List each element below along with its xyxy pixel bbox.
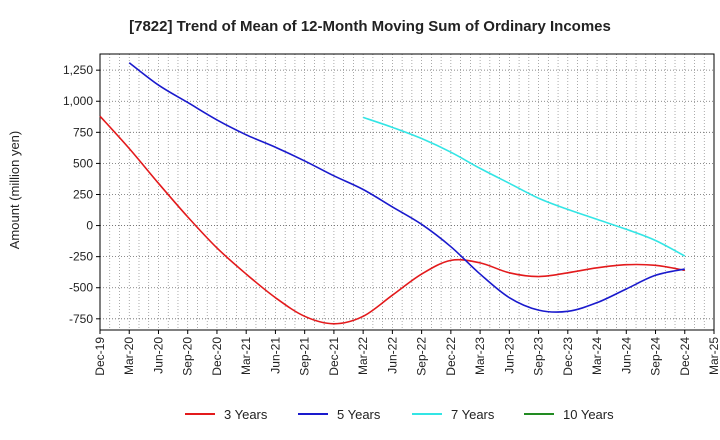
y-tick-label: 1,250 [63,63,93,77]
legend-label: 7 Years [451,407,495,422]
x-tick-label: Mar-22 [356,337,370,375]
y-tick-label: -750 [69,312,93,326]
x-tick-label: Dec-22 [444,337,458,376]
series-line-7-years [362,116,686,257]
y-tick-label: 250 [73,187,93,201]
x-tick-label: Sep-21 [298,337,312,376]
x-tick-label: Dec-23 [561,337,575,376]
x-tick-label: Dec-19 [93,337,107,376]
x-tick-label: Jun-20 [151,337,165,374]
plot-area-frame [99,53,715,331]
x-tick-label: Mar-23 [473,337,487,375]
legend: 3 Years 5 Years 7 Years 10 Years [185,407,614,422]
x-tick-label: Mar-21 [239,337,253,375]
x-axis: Dec-19 Mar-20 Jun-20 Sep-20 Dec-20 Mar-21 Jun-… [93,330,720,376]
x-tick-label: Jun-23 [502,337,516,374]
x-tick-label: Mar-20 [122,337,136,375]
x-tick-label: Sep-20 [181,337,195,376]
x-tick-label: Sep-24 [649,337,663,376]
x-tick-label: Dec-21 [327,337,341,376]
y-axis: -750 -500 -250 0 250 500 750 1,000 1,250 [63,63,100,326]
x-tick-label: Jun-21 [268,337,282,374]
y-tick-label: 0 [86,219,93,233]
x-tick-label: Mar-24 [590,337,604,375]
series-line-5-years [128,62,685,313]
y-tick-label: 750 [73,125,93,139]
y-tick-label: -500 [69,281,93,295]
x-tick-label: Sep-22 [415,337,429,376]
x-tick-label: Jun-22 [385,337,399,374]
series-line-3-years [99,115,685,325]
chart-title: [7822] Trend of Mean of 12-Month Moving … [129,18,611,35]
y-tick-label: 1,000 [63,94,93,108]
y-axis-label: Amount (million yen) [7,131,22,250]
x-tick-label: Jun-24 [619,337,633,374]
series-lines [99,62,686,325]
y-tick-label: -250 [69,250,93,264]
legend-label: 3 Years [224,407,268,422]
legend-label: 10 Years [563,407,614,422]
y-tick-label: 500 [73,156,93,170]
x-tick-label: Sep-23 [532,337,546,376]
x-tick-label: Dec-24 [678,337,692,376]
x-tick-label: Mar-25 [707,337,720,375]
x-tick-label: Dec-20 [210,337,224,376]
gridlines [100,54,714,330]
legend-label: 5 Years [337,407,381,422]
